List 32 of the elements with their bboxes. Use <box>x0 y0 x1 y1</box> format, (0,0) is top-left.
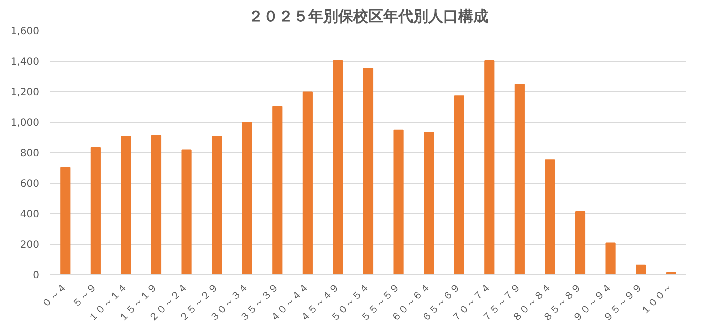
bar <box>636 264 646 274</box>
bar <box>454 96 464 274</box>
bar <box>212 136 222 274</box>
bar <box>151 135 162 274</box>
y-tick-label: 200 <box>20 240 40 251</box>
bar <box>424 132 434 274</box>
chart-title: ２０２５年別保校区年代別人口構成 <box>248 8 488 26</box>
y-tick-label: 0 <box>33 270 40 282</box>
bar <box>484 60 495 274</box>
y-tick-label: 400 <box>20 210 40 220</box>
bar <box>514 84 525 274</box>
y-tick-label: 1,000 <box>10 118 40 129</box>
bar <box>182 150 192 274</box>
x-tick-label: ０～４ <box>40 282 70 311</box>
y-tick-label: 600 <box>20 179 40 190</box>
bar <box>575 211 586 274</box>
bar <box>242 122 252 274</box>
y-tick-label: 800 <box>20 148 40 160</box>
bar <box>363 68 374 274</box>
bar <box>333 60 344 274</box>
bar <box>90 147 101 274</box>
y-tick-label: 1,400 <box>10 57 40 68</box>
bar <box>60 167 71 274</box>
bar <box>121 136 132 274</box>
x-tick-label: １００～ <box>639 282 676 318</box>
bar <box>606 242 616 274</box>
bar <box>394 130 404 274</box>
y-tick-label: 1,600 <box>10 26 40 38</box>
bar <box>545 160 556 274</box>
bar <box>302 92 313 274</box>
bar <box>272 106 283 274</box>
y-tick-label: 1,200 <box>10 88 40 98</box>
